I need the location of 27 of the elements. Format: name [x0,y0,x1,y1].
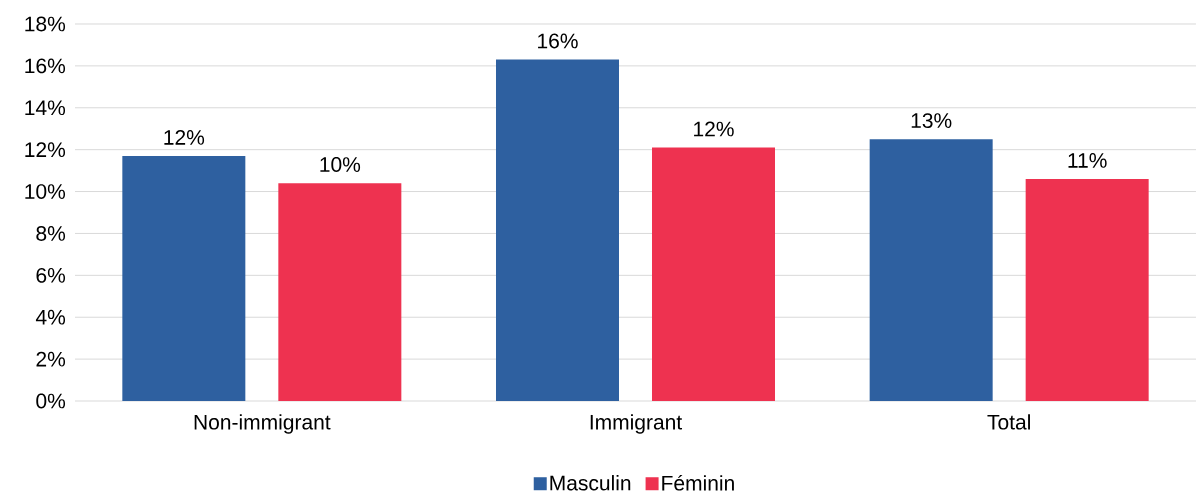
y-tick-label: 4% [35,309,66,325]
y-tick-label: 2% [36,351,66,367]
data-label: 12% [694,121,734,137]
bar [122,155,246,401]
bar [869,139,993,401]
data-label: 16% [538,33,578,49]
bar [1025,178,1149,401]
y-tick-label: 10% [25,184,66,199]
data-label: 12% [164,129,205,145]
y-tick-label: 16% [25,58,66,74]
x-tick-label: Total [987,414,1030,430]
x-tick-label: Non-immigrant [194,414,331,434]
data-label: 10% [320,157,361,172]
bar [278,183,402,401]
x-tick-label: Immigrant [590,414,683,434]
bar [652,147,775,401]
y-tick-label: 12% [25,142,66,158]
y-tick-label: 8% [36,226,66,241]
legend-label: Féminin [662,474,734,491]
bar [496,59,619,401]
data-label: 11% [1068,153,1107,168]
data-label: 13% [911,113,952,128]
legend-label: Masculin [550,475,631,491]
y-tick-label: 14% [25,100,66,116]
y-tick-label: 6% [36,267,66,283]
y-tick-label: 18% [25,16,66,32]
y-tick-label: 0% [36,393,66,409]
